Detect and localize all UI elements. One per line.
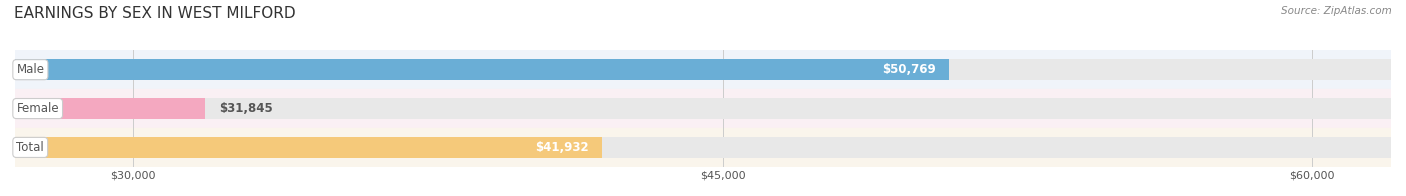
Text: $50,769: $50,769: [882, 63, 936, 76]
Text: Male: Male: [17, 63, 45, 76]
Text: $41,932: $41,932: [534, 141, 588, 154]
Bar: [15, 98, 205, 119]
Text: Source: ZipAtlas.com: Source: ZipAtlas.com: [1281, 6, 1392, 16]
Text: $31,845: $31,845: [219, 102, 273, 115]
Bar: [15, 89, 1391, 128]
Bar: [15, 50, 1391, 89]
Bar: [15, 59, 949, 80]
Bar: [15, 98, 1391, 119]
Bar: [15, 59, 1391, 80]
Text: Female: Female: [17, 102, 59, 115]
Bar: [15, 137, 1391, 158]
Bar: [15, 137, 602, 158]
Text: EARNINGS BY SEX IN WEST MILFORD: EARNINGS BY SEX IN WEST MILFORD: [14, 6, 295, 21]
Bar: [15, 128, 1391, 167]
Text: Total: Total: [17, 141, 44, 154]
